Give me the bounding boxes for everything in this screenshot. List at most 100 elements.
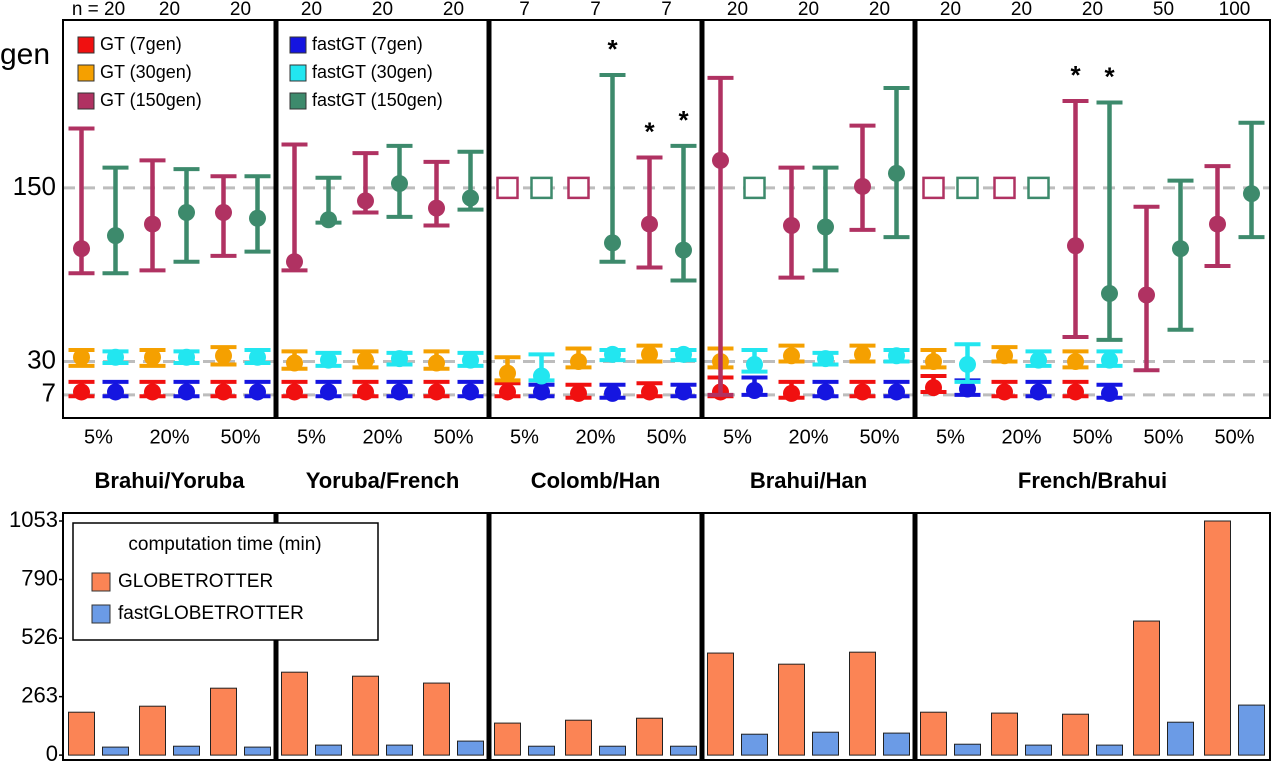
bar (1025, 744, 1052, 756)
n-label: 20 (1011, 0, 1032, 20)
bar (778, 663, 805, 756)
point (675, 345, 692, 363)
x-tick-label: 20% (788, 426, 828, 448)
point (215, 347, 232, 365)
point (1172, 240, 1189, 258)
y-tick-label: 7 (42, 378, 56, 408)
missing-marker (993, 176, 1016, 200)
point (1101, 351, 1118, 369)
point (286, 253, 303, 271)
y-tick-label: 1053 (9, 507, 58, 532)
n-label: 7 (661, 0, 672, 20)
x-tick-label: 5% (723, 426, 752, 448)
missing-marker (922, 176, 945, 200)
n-label: 20 (301, 0, 322, 20)
x-tick-label: 5% (297, 426, 326, 448)
x-tick-label: 20% (575, 426, 615, 448)
n-label: 7 (590, 0, 601, 20)
point (817, 383, 834, 401)
legend-swatch (91, 572, 111, 592)
bar (991, 712, 1018, 756)
legend-swatch (289, 64, 307, 82)
point (1030, 351, 1047, 369)
missing-marker (743, 176, 766, 200)
bar (1062, 713, 1089, 756)
x-tick-label: 5% (510, 426, 539, 448)
point (604, 384, 621, 402)
n-label: 20 (727, 0, 748, 20)
point (1101, 285, 1118, 303)
n-label: 20 (159, 0, 180, 20)
x-tick-label: 50% (433, 426, 473, 448)
n-label: 7 (519, 0, 530, 20)
missing-marker (1027, 176, 1050, 200)
point (1030, 383, 1047, 401)
bar (457, 740, 484, 756)
point (783, 384, 800, 402)
legend-label: fastGT (7gen) (312, 34, 423, 54)
point (1067, 237, 1084, 255)
point (215, 203, 232, 221)
bar (528, 745, 555, 756)
point (462, 189, 479, 207)
bar (1238, 704, 1265, 756)
point (570, 353, 587, 371)
point (641, 345, 658, 363)
group-label: French/Brahui (1018, 468, 1167, 493)
legend-box (72, 522, 379, 641)
point (357, 192, 374, 210)
n-label: 20 (230, 0, 251, 20)
bar (494, 722, 521, 756)
plot-frame (62, 19, 1271, 419)
point (888, 164, 905, 182)
bar (386, 744, 413, 756)
point (428, 354, 445, 372)
point (1243, 185, 1260, 203)
legend-label: GT (30gen) (100, 62, 192, 82)
legend-swatch (289, 36, 307, 54)
y-tick-label: 0 (46, 741, 58, 765)
point (996, 347, 1013, 365)
bar (139, 705, 166, 756)
legend-swatch (77, 36, 95, 54)
bar (173, 745, 200, 756)
bar (599, 745, 626, 756)
point (357, 383, 374, 401)
point (604, 234, 621, 252)
x-tick-label: 20% (362, 426, 402, 448)
n-label: 20 (940, 0, 961, 20)
bar (244, 746, 271, 756)
n-label: 20 (798, 0, 819, 20)
legend-label: fastGT (30gen) (312, 62, 433, 82)
legend-swatch (77, 92, 95, 110)
bar (707, 652, 734, 756)
point (746, 382, 763, 400)
plot-frame (62, 512, 1271, 761)
x-tick-label: 50% (220, 426, 260, 448)
legend-title: computation time (min) (128, 534, 321, 555)
bar (670, 745, 697, 756)
bar (883, 732, 910, 756)
point (428, 199, 445, 217)
bar (68, 711, 95, 756)
n-label: 20 (1082, 0, 1103, 20)
point (533, 383, 550, 401)
y-tick-label: 790 (21, 565, 58, 590)
missing-marker (567, 176, 590, 200)
point (854, 345, 871, 363)
x-tick-label: 5% (84, 426, 113, 448)
point (391, 175, 408, 193)
legend-swatch (77, 64, 95, 82)
point (286, 383, 303, 401)
n-label: 20 (869, 0, 890, 20)
point (925, 379, 942, 397)
bar (920, 711, 947, 756)
point (391, 350, 408, 368)
significance-label: * (644, 116, 655, 146)
bar (210, 687, 237, 756)
legend-label: GT (150gen) (100, 90, 202, 110)
point (462, 351, 479, 369)
point (249, 209, 266, 227)
x-tick-label: 20% (149, 426, 189, 448)
significance-label: * (1070, 60, 1081, 90)
